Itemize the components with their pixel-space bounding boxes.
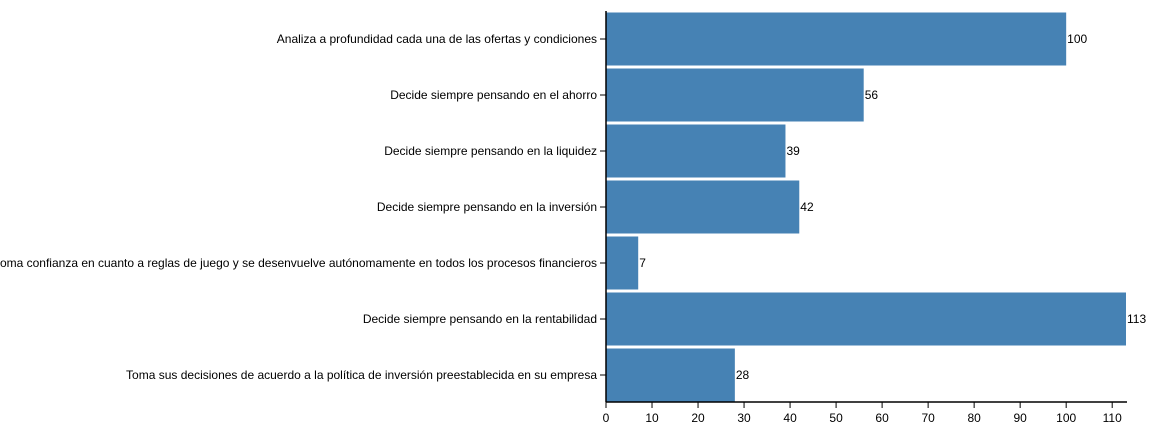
category-label: Decide siempre pensando en la liquidez <box>384 144 597 158</box>
value-labels-group: 100 56 39 42 7 113 28 <box>639 32 1146 382</box>
bar <box>606 348 735 402</box>
x-tick-label: 0 <box>603 411 610 425</box>
category-labels-group: Analiza a profundidad cada una de las of… <box>0 32 597 382</box>
x-tick-label: 70 <box>921 411 935 425</box>
data-label: 39 <box>786 144 800 158</box>
bar <box>606 180 800 234</box>
bars-group <box>606 12 1126 402</box>
x-tick-label: 110 <box>1103 411 1122 425</box>
bar <box>606 12 1067 66</box>
x-tick-label: 80 <box>967 411 981 425</box>
category-label: Toma sus decisiones de acuerdo a la polí… <box>126 368 597 382</box>
data-label: 42 <box>800 200 814 214</box>
x-tick-label: 10 <box>645 411 659 425</box>
category-label: Se toma confianza en cuanto a reglas de … <box>0 256 597 270</box>
x-tick-label: 60 <box>875 411 889 425</box>
x-tick-label: 40 <box>783 411 797 425</box>
category-label: Decide siempre pensando en el ahorro <box>390 88 597 102</box>
x-tick-label: 50 <box>829 411 843 425</box>
data-label: 7 <box>639 256 646 270</box>
category-label: Decide siempre pensando en la inversión <box>377 200 597 214</box>
bar <box>606 236 639 290</box>
x-tick-label: 90 <box>1013 411 1027 425</box>
data-label: 56 <box>865 88 879 102</box>
x-tick-label: 100 <box>1056 411 1076 425</box>
data-label: 100 <box>1067 32 1087 46</box>
x-axis: 0 10 20 30 40 50 60 70 80 90 100 110 <box>603 401 1127 425</box>
x-tick-label: 20 <box>691 411 705 425</box>
category-label: Decide siempre pensando en la rentabilid… <box>363 312 597 326</box>
y-axis <box>600 11 607 402</box>
bar <box>606 124 786 178</box>
data-label: 113 <box>1127 312 1146 326</box>
category-label: Analiza a profundidad cada una de las of… <box>277 32 597 46</box>
bar <box>606 68 864 122</box>
x-tick-label: 30 <box>737 411 751 425</box>
bar <box>606 292 1126 346</box>
data-label: 28 <box>736 368 750 382</box>
